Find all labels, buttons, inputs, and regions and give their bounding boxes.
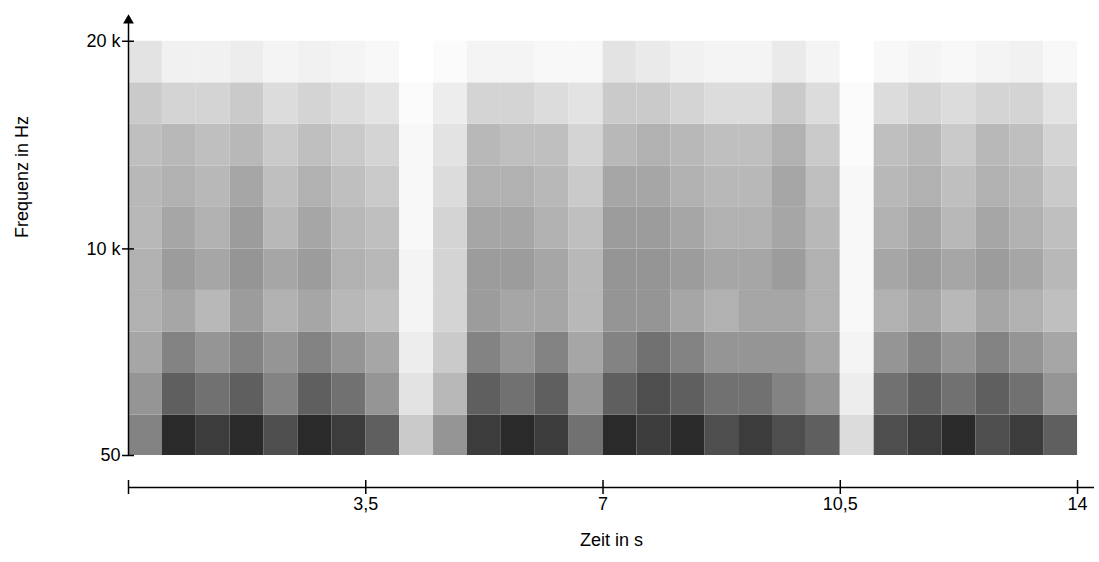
svg-text:50: 50	[100, 445, 120, 465]
svg-text:3,5: 3,5	[353, 494, 378, 514]
svg-text:Zeit in s: Zeit in s	[580, 530, 643, 550]
svg-text:10,5: 10,5	[823, 494, 858, 514]
svg-text:10 k: 10 k	[86, 239, 121, 259]
svg-text:7: 7	[598, 494, 608, 514]
svg-text:20 k: 20 k	[86, 31, 121, 51]
svg-text:14: 14	[1068, 494, 1088, 514]
svg-text:Frequenz in Hz: Frequenz in Hz	[12, 116, 32, 238]
